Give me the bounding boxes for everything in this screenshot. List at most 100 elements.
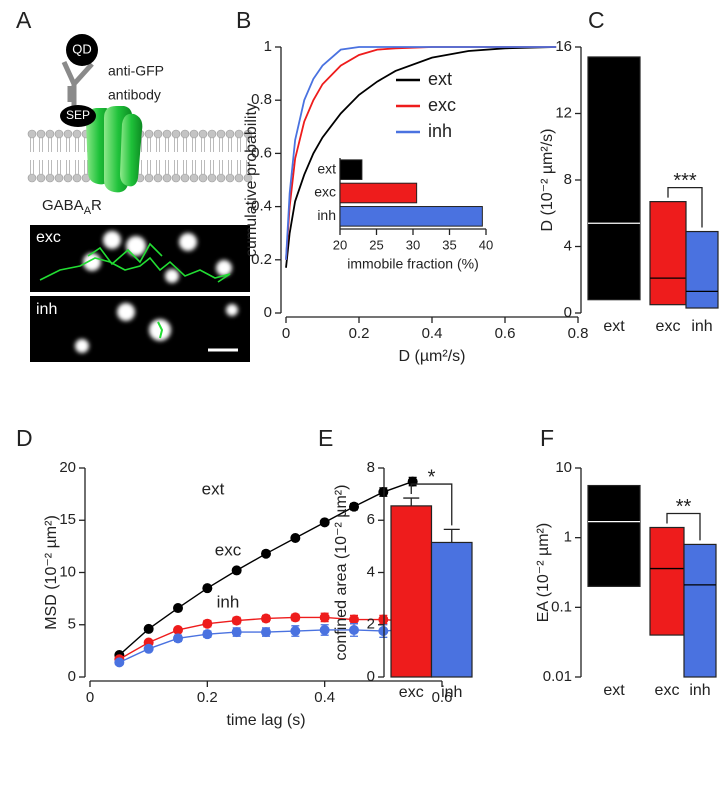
data-point: [114, 657, 125, 668]
y-tick-label: 0.8: [251, 91, 272, 108]
lipid-head: [27, 173, 37, 183]
lipid-head: [171, 129, 181, 139]
panel-label: E: [318, 425, 333, 451]
series-line: [285, 46, 557, 260]
x-tick-label: 40: [479, 237, 493, 252]
receptor-label: GABAAR: [42, 197, 102, 217]
y-axis-label: D (10⁻² µm²/s): [539, 129, 556, 232]
y-tick-label: 0: [564, 304, 572, 321]
y-tick-label: 8: [367, 459, 375, 476]
x-tick-label: ext: [603, 318, 625, 335]
data-point: [173, 603, 183, 614]
y-tick-label: 10: [555, 459, 572, 476]
receptor: [85, 106, 143, 193]
x-tick-label: 35: [442, 237, 456, 252]
receptor-subscript: A: [84, 205, 92, 217]
micrograph: exc inh: [30, 225, 250, 362]
range-box: [649, 201, 687, 306]
data-point: [319, 517, 330, 528]
receptor-text: GABA: [42, 197, 84, 214]
data-point: [349, 501, 359, 512]
sep-label: SEP: [66, 108, 90, 122]
x-tick-label: 0.6: [495, 325, 516, 342]
x-tick-label: 30: [406, 237, 420, 252]
x-tick-label: exc: [655, 682, 680, 699]
lipid-head: [198, 173, 208, 183]
x-tick-label: 25: [369, 237, 383, 252]
panel-label: B: [236, 7, 251, 33]
lipid-head: [234, 129, 244, 139]
significance-bracket: [667, 186, 703, 228]
lipid-head: [216, 129, 226, 139]
y-tick-label: 0.4: [251, 198, 272, 215]
data-point: [378, 487, 389, 498]
lipid-head: [54, 129, 64, 139]
significance-bracket: [410, 483, 453, 526]
quantum-dot: [66, 34, 98, 66]
data-point: [261, 613, 271, 624]
y-tick-label: 0: [264, 304, 272, 321]
data-point: [378, 614, 389, 625]
y-axis-label: MSD (10⁻² µm²): [43, 515, 60, 630]
lipid-head: [144, 129, 154, 139]
y-axis-label: cumulative probability: [243, 103, 260, 257]
series-line: [285, 46, 557, 268]
lipid-head: [144, 173, 154, 183]
data-point: [261, 548, 271, 559]
data-point: [202, 618, 213, 629]
y-tick-label: 0.01: [543, 668, 572, 685]
x-tick-label: 0.4: [314, 689, 335, 706]
x-tick-label: 0.6: [432, 689, 453, 706]
y-tick-label: 1: [564, 529, 572, 546]
lipid-head: [54, 173, 64, 183]
x-tick-label: inh: [691, 318, 712, 335]
x-tick-label: exc: [399, 684, 424, 701]
lipid-head: [162, 173, 172, 183]
y-tick-label: 16: [555, 38, 572, 55]
y-tick-label: 6: [367, 511, 375, 528]
panel-label: D: [16, 425, 33, 451]
range-box: [685, 230, 719, 309]
series-line: [285, 46, 557, 260]
antibody-label: anti-GFP: [108, 63, 164, 79]
subunit: [120, 113, 143, 187]
lipid-head: [216, 173, 226, 183]
lipid-head: [27, 129, 37, 139]
x-tick-label: 0: [282, 325, 290, 342]
antibody-label: antibody: [108, 87, 161, 103]
y-tick-label: 0.2: [251, 251, 272, 268]
data-point: [231, 615, 242, 626]
range-box: [649, 526, 685, 636]
y-tick-label: 1: [264, 38, 272, 55]
y-tick-label: exc: [314, 184, 336, 200]
data-point: [290, 533, 301, 544]
bar: [430, 541, 473, 678]
x-tick-label: ext: [603, 682, 625, 699]
significance-label: *: [428, 466, 436, 488]
data-point: [349, 614, 359, 625]
error-bar: [443, 528, 460, 543]
data-point: [290, 612, 301, 623]
y-tick-label: 0: [68, 668, 76, 685]
y-tick-label: 20: [59, 459, 76, 476]
lipid-head: [45, 129, 55, 139]
bar: [339, 159, 363, 180]
sep-tag: [60, 105, 96, 127]
lipid-head: [63, 173, 73, 183]
bar: [390, 505, 433, 678]
lipid-head: [225, 173, 235, 183]
y-tick-label: 10: [59, 563, 76, 580]
lipid-head: [180, 129, 190, 139]
lipid-head: [198, 129, 208, 139]
legend-label: exc: [428, 95, 456, 115]
x-tick-label: inh: [441, 684, 462, 701]
y-tick-label: 0: [367, 668, 375, 685]
range-box: [587, 56, 641, 301]
x-tick-label: 0.2: [197, 689, 218, 706]
lipid-head: [171, 173, 181, 183]
data-point: [202, 629, 213, 640]
data-point: [290, 626, 301, 637]
data-point: [378, 626, 389, 637]
lipid-head: [36, 129, 46, 139]
